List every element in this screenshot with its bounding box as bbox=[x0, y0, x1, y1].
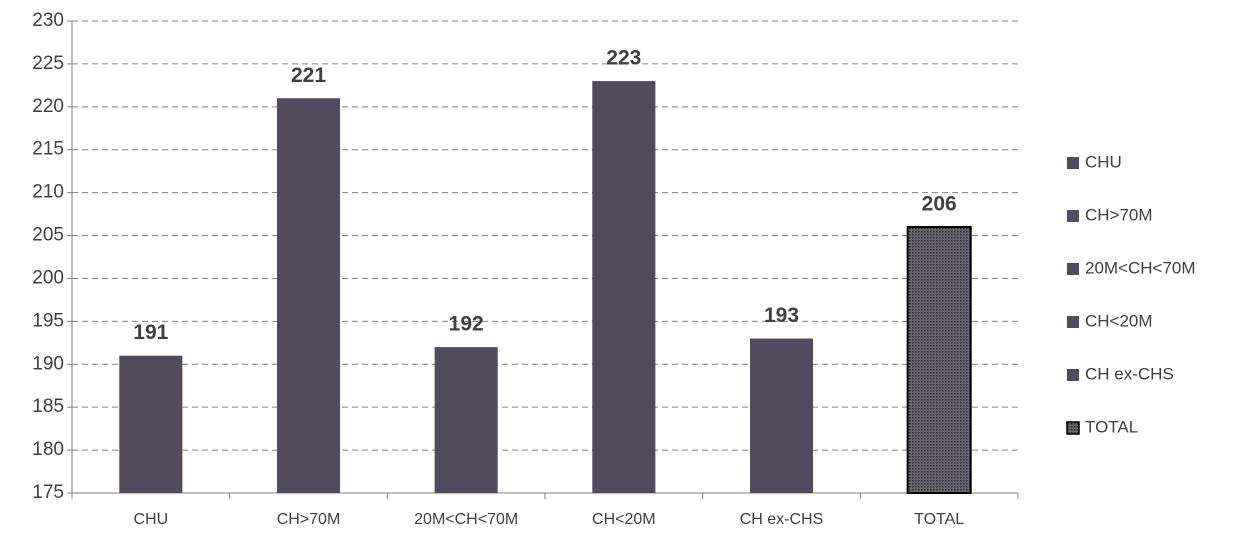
data-label: 192 bbox=[449, 313, 484, 336]
legend-label: CH<20M bbox=[1085, 311, 1153, 330]
legend-swatch bbox=[1067, 316, 1079, 328]
y-tick-label: 225 bbox=[32, 53, 64, 74]
legend-swatch bbox=[1066, 421, 1080, 435]
x-tick-label: CH ex-CHS bbox=[740, 511, 824, 528]
data-label: 221 bbox=[291, 64, 326, 87]
y-tick-label: 215 bbox=[32, 139, 64, 160]
y-tick-label: 190 bbox=[32, 353, 64, 374]
legend-swatch bbox=[1067, 263, 1079, 275]
bar bbox=[119, 355, 183, 493]
bar bbox=[592, 81, 656, 493]
y-tick-label: 230 bbox=[32, 10, 64, 31]
data-label: 206 bbox=[922, 193, 957, 216]
y-tick-label: 205 bbox=[32, 225, 64, 246]
x-tick-label: CHU bbox=[133, 511, 168, 528]
bar bbox=[749, 338, 814, 493]
data-label: 191 bbox=[133, 321, 168, 344]
x-tick-label: TOTAL bbox=[914, 511, 964, 528]
legend-swatch bbox=[1067, 369, 1079, 381]
y-tick-label: 200 bbox=[32, 267, 64, 288]
y-tick-label: 195 bbox=[32, 310, 64, 331]
legend-swatch bbox=[1067, 157, 1079, 169]
legend-label: TOTAL bbox=[1085, 417, 1138, 436]
legend-label: CHU bbox=[1085, 152, 1122, 171]
bar bbox=[276, 98, 341, 494]
y-tick-label: 185 bbox=[32, 396, 64, 417]
legend-label: 20M<CH<70M bbox=[1085, 258, 1196, 277]
y-tick-label: 220 bbox=[32, 96, 64, 117]
y-tick-label: 180 bbox=[32, 439, 64, 460]
bar bbox=[434, 347, 498, 493]
legend-swatch bbox=[1067, 210, 1079, 222]
x-tick-label: 20M<CH<70M bbox=[414, 511, 518, 528]
data-label: 193 bbox=[764, 304, 799, 327]
data-label: 223 bbox=[606, 47, 641, 70]
legend-label: CH>70M bbox=[1085, 205, 1153, 224]
y-tick-label: 175 bbox=[32, 482, 64, 503]
legend-label: CH ex-CHS bbox=[1085, 364, 1174, 383]
y-tick-label: 210 bbox=[32, 182, 64, 203]
x-tick-label: CH>70M bbox=[277, 511, 341, 528]
bar bbox=[906, 225, 972, 495]
x-tick-label: CH<20M bbox=[592, 511, 656, 528]
